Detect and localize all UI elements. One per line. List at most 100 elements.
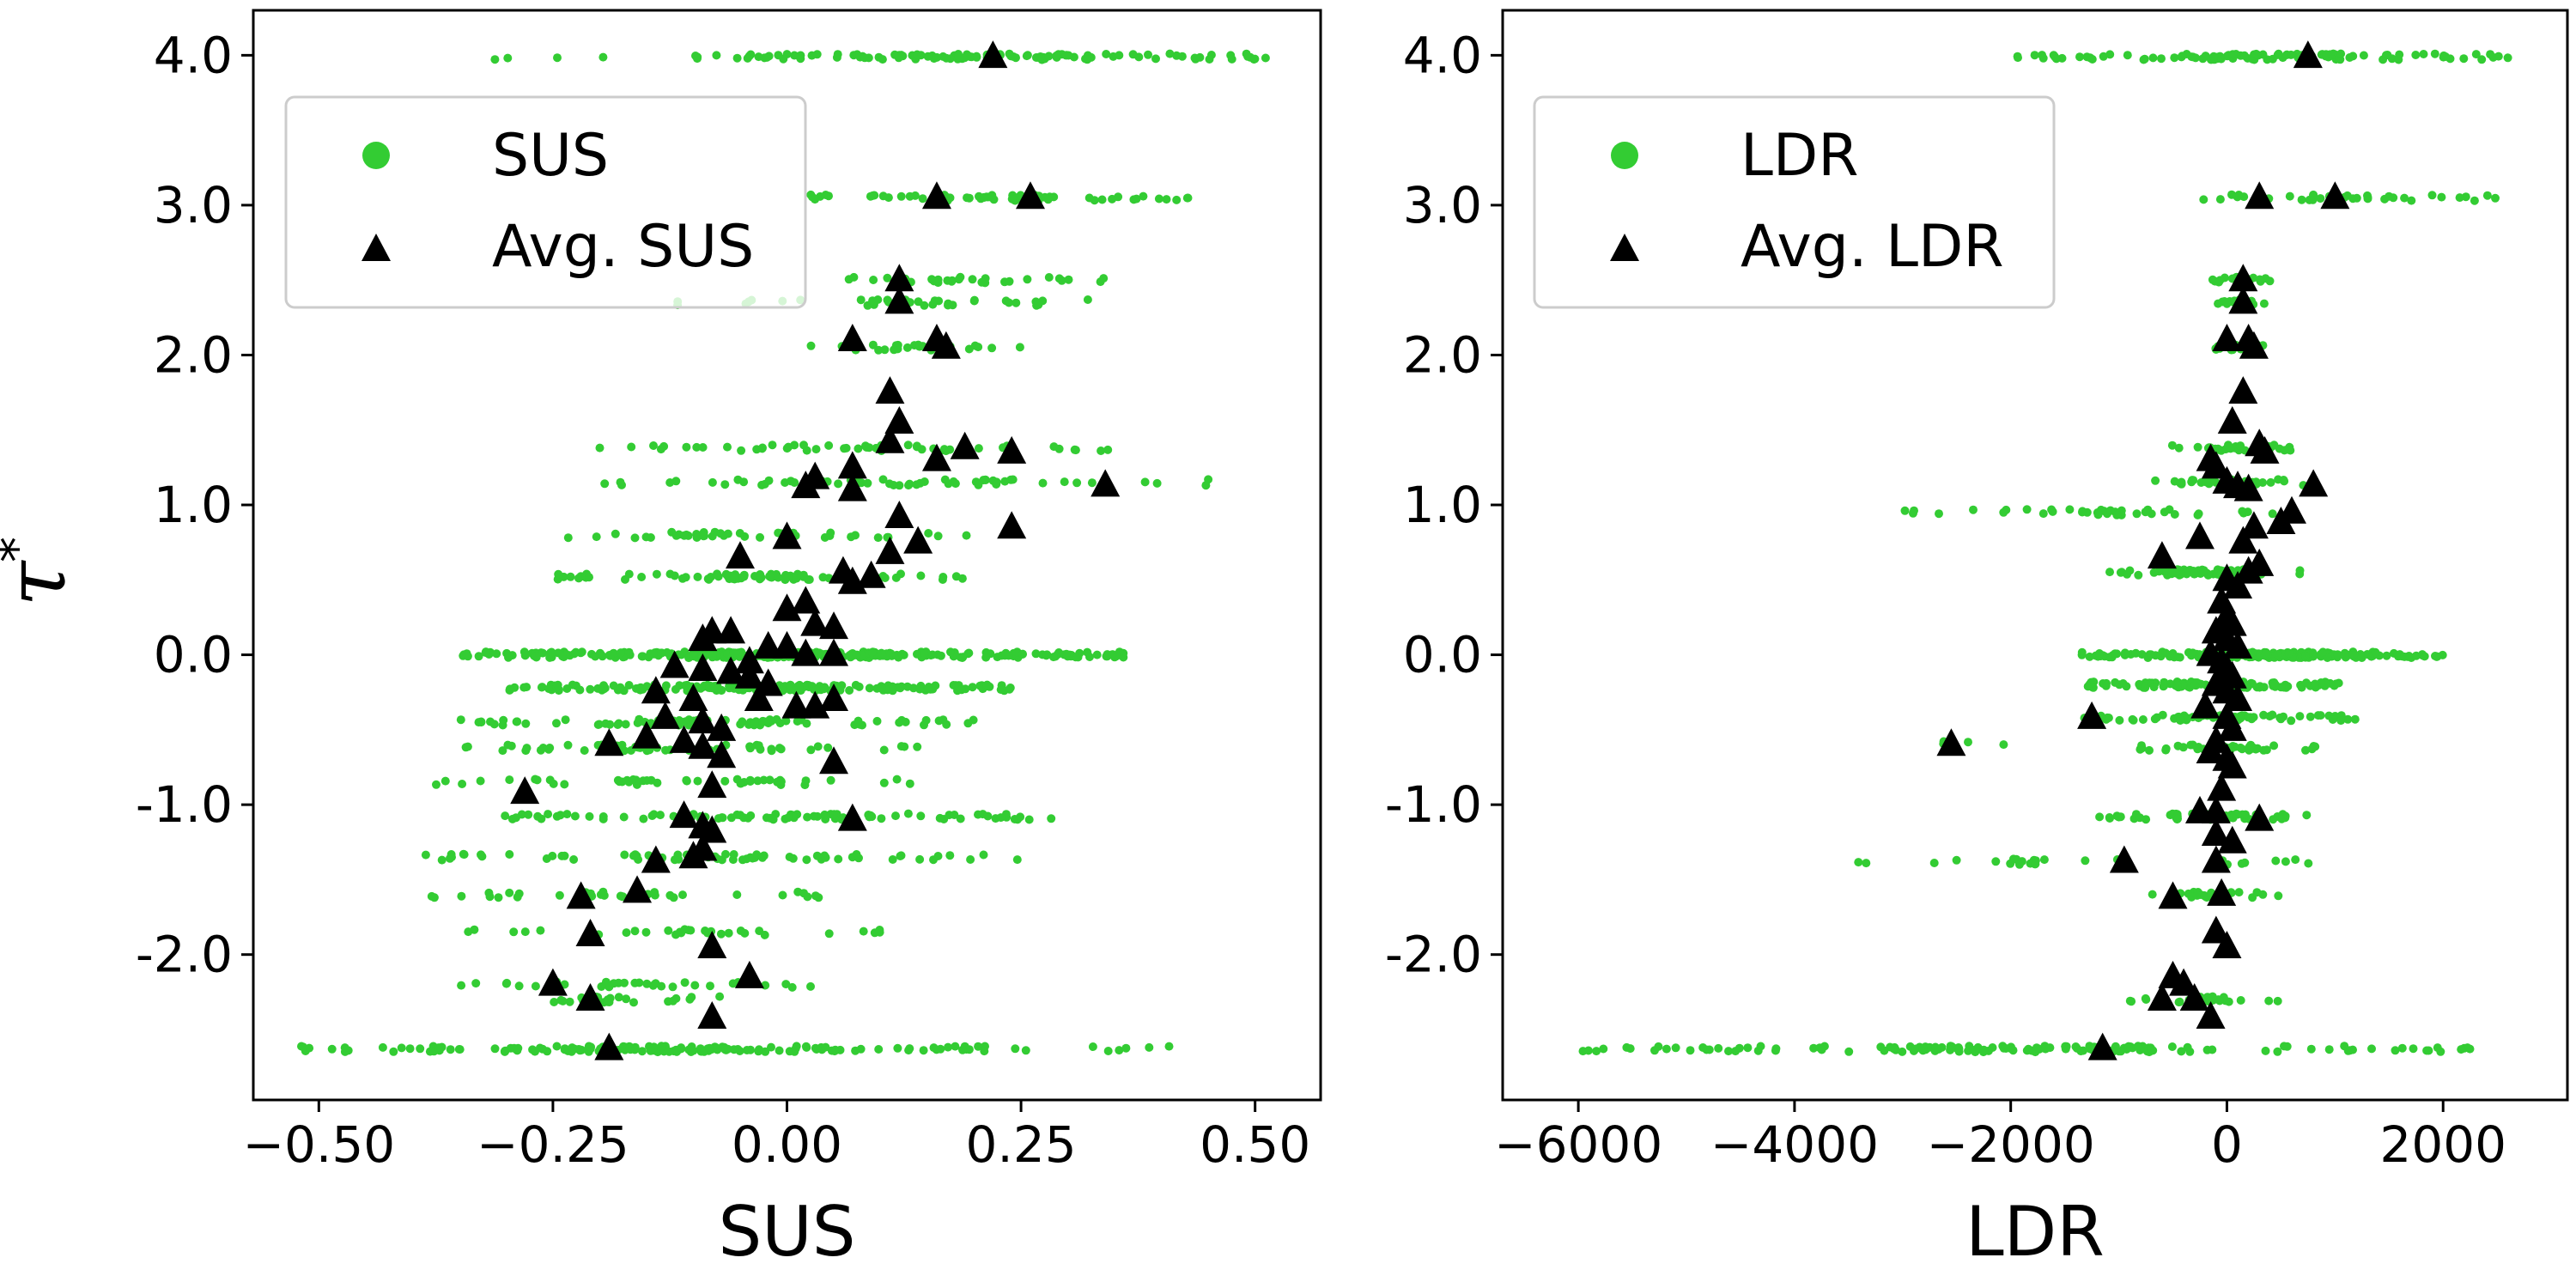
average-point [2184, 795, 2215, 823]
scatter-point [1900, 506, 1910, 515]
scatter-point [811, 1045, 821, 1054]
average-point [921, 181, 951, 210]
scatter-point [716, 929, 726, 939]
scatter-point [2259, 299, 2269, 308]
average-point [2293, 40, 2323, 69]
scatter-point [1671, 1043, 1680, 1053]
scatter-point [2324, 1045, 2334, 1054]
scatter-point [2124, 1043, 2133, 1053]
scatter-point [2112, 510, 2122, 519]
scatter-point [1190, 53, 1200, 63]
scatter-point [2190, 569, 2199, 579]
scatter-point [519, 647, 529, 657]
scatter-point [2400, 193, 2409, 203]
scatter-point [2318, 647, 2328, 657]
scatter-point [889, 481, 898, 489]
scatter-point [945, 851, 955, 860]
scatter-point [656, 811, 665, 820]
x-tick-label: −0.50 [242, 1115, 395, 1174]
scatter-point [2295, 712, 2305, 721]
scatter-point [2193, 510, 2202, 519]
scatter-point [957, 574, 967, 583]
scatter-point [642, 979, 652, 988]
scatter-point [2038, 509, 2048, 519]
scatter-point [2215, 276, 2225, 285]
average-point [2223, 630, 2253, 659]
scatter-point [1005, 276, 1014, 286]
scatter-point [1172, 195, 1182, 204]
scatter-point [2321, 50, 2330, 59]
scatter-point [1991, 857, 2001, 866]
scatter-point [2459, 54, 2469, 64]
scatter-point [792, 574, 801, 583]
scatter-point [865, 443, 874, 453]
scatter-point [2273, 650, 2282, 659]
scatter-point [474, 718, 483, 727]
scatter-point [1061, 649, 1071, 659]
scatter-point [1817, 1045, 1826, 1054]
scatter-point [821, 191, 830, 199]
scatter-point [2178, 743, 2188, 752]
scatter-point [505, 850, 514, 859]
scatter-point [897, 715, 907, 725]
scatter-point [598, 652, 607, 661]
scatter-point [1650, 1046, 1659, 1055]
scatter-point [669, 893, 678, 902]
scatter-point [820, 533, 829, 542]
scatter-point [2271, 856, 2281, 866]
scatter-point [505, 888, 514, 897]
average-point [2201, 451, 2231, 479]
average-point [2217, 713, 2247, 741]
scatter-point [803, 812, 812, 822]
average-point [2228, 264, 2258, 292]
scatter-point [2071, 1042, 2081, 1051]
scatter-point [942, 53, 951, 63]
scatter-point [641, 927, 651, 937]
scatter-point [601, 719, 611, 728]
scatter-point [528, 1045, 538, 1054]
scatter-point [563, 740, 573, 750]
scatter-point [2111, 677, 2120, 687]
scatter-point [1909, 508, 1917, 518]
scatter-point [462, 649, 471, 659]
scatter-point [854, 854, 863, 863]
scatter-point [890, 345, 899, 355]
scatter-point [557, 851, 567, 860]
scatter-point [657, 1042, 666, 1051]
scatter-point [2137, 650, 2147, 659]
scatter-point [2311, 679, 2320, 689]
scatter-point [504, 653, 513, 662]
average-point [978, 40, 1008, 69]
scatter-point [977, 277, 987, 287]
scatter-point [617, 892, 627, 902]
scatter-point [1162, 195, 1171, 204]
scatter-point [915, 854, 925, 864]
scatter-point [2409, 1044, 2418, 1054]
scatter-point [2160, 507, 2169, 517]
scatter-point [513, 1046, 522, 1055]
average-point [2212, 324, 2242, 352]
scatter-point [624, 681, 634, 690]
scatter-point [969, 295, 979, 305]
scatter-point [723, 529, 732, 538]
scatter-point [1771, 1044, 1781, 1054]
scatter-point [577, 647, 586, 657]
scatter-point [2062, 1042, 2071, 1051]
x-tick-label: 2000 [2379, 1115, 2506, 1174]
scatter-point [992, 480, 1001, 489]
scatter-point [461, 743, 471, 752]
legend: SUS Avg. SUS [284, 95, 807, 309]
average-point [1091, 469, 1121, 497]
scatter-point [457, 891, 466, 901]
scatter-point [931, 681, 940, 690]
scatter-point [558, 652, 568, 661]
scatter-point [562, 684, 572, 693]
scatter-point [2268, 710, 2277, 720]
scatter-point [957, 685, 966, 695]
plot-frame [1501, 9, 2569, 1102]
average-point [650, 701, 680, 729]
scatter-point [2111, 649, 2120, 659]
scatter-point [2105, 568, 2114, 577]
legend: LDR Avg. LDR [1533, 95, 2056, 309]
scatter-point [778, 890, 787, 900]
